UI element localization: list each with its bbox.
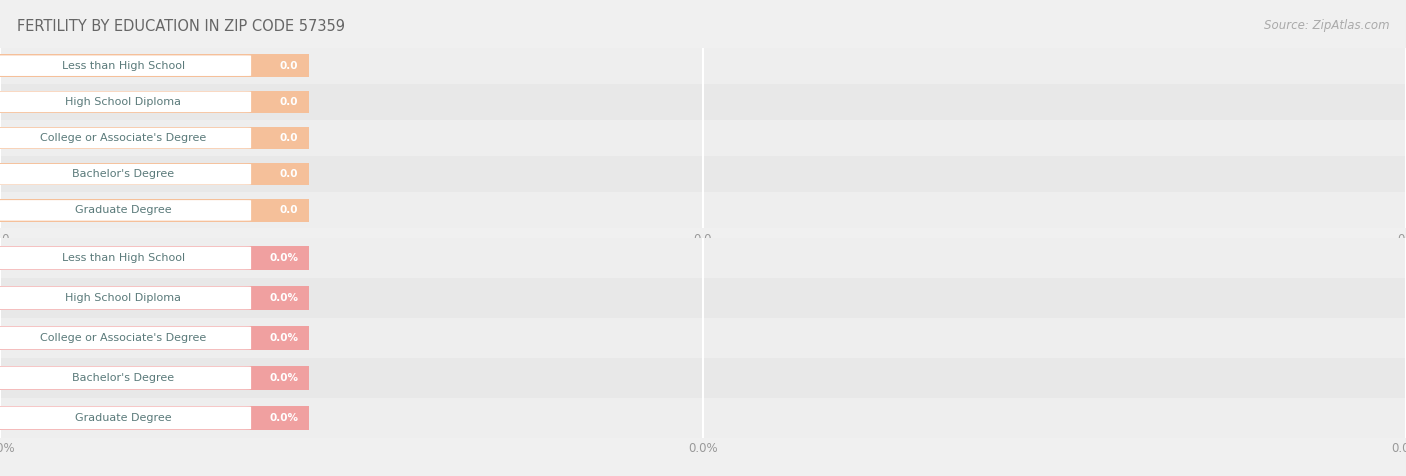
FancyBboxPatch shape bbox=[0, 164, 252, 185]
Text: College or Associate's Degree: College or Associate's Degree bbox=[41, 333, 207, 343]
FancyBboxPatch shape bbox=[0, 91, 252, 112]
Bar bbox=[0, 90, 309, 113]
Bar bbox=[0, 278, 1406, 318]
Text: High School Diploma: High School Diploma bbox=[66, 293, 181, 303]
FancyBboxPatch shape bbox=[0, 55, 252, 76]
Bar bbox=[0, 326, 309, 350]
Text: High School Diploma: High School Diploma bbox=[66, 97, 181, 107]
Text: Graduate Degree: Graduate Degree bbox=[75, 205, 172, 216]
Bar bbox=[0, 366, 309, 390]
Bar bbox=[0, 238, 1406, 278]
FancyBboxPatch shape bbox=[0, 327, 252, 349]
Bar bbox=[0, 54, 309, 77]
Bar bbox=[0, 127, 309, 149]
Bar bbox=[0, 192, 1406, 228]
Bar bbox=[0, 84, 1406, 120]
Bar bbox=[0, 246, 309, 270]
FancyBboxPatch shape bbox=[0, 247, 252, 269]
Text: 0.0: 0.0 bbox=[280, 97, 298, 107]
Text: Less than High School: Less than High School bbox=[62, 253, 186, 263]
Text: 0.0: 0.0 bbox=[280, 205, 298, 216]
Bar bbox=[0, 286, 309, 310]
FancyBboxPatch shape bbox=[0, 407, 252, 429]
FancyBboxPatch shape bbox=[0, 367, 252, 389]
Bar bbox=[0, 406, 309, 430]
Bar bbox=[0, 199, 309, 222]
Bar bbox=[0, 120, 1406, 156]
Bar bbox=[0, 398, 1406, 438]
Bar bbox=[0, 358, 1406, 398]
Text: 0.0%: 0.0% bbox=[269, 253, 298, 263]
FancyBboxPatch shape bbox=[0, 200, 252, 221]
Text: 0.0: 0.0 bbox=[280, 60, 298, 71]
Text: Bachelor's Degree: Bachelor's Degree bbox=[72, 169, 174, 179]
Text: 0.0%: 0.0% bbox=[269, 373, 298, 383]
Text: 0.0%: 0.0% bbox=[269, 293, 298, 303]
Text: 0.0: 0.0 bbox=[280, 169, 298, 179]
Bar bbox=[0, 48, 1406, 84]
Bar bbox=[0, 318, 1406, 358]
Text: Source: ZipAtlas.com: Source: ZipAtlas.com bbox=[1264, 19, 1389, 32]
Text: 0.0%: 0.0% bbox=[269, 333, 298, 343]
Text: Bachelor's Degree: Bachelor's Degree bbox=[72, 373, 174, 383]
Text: Graduate Degree: Graduate Degree bbox=[75, 413, 172, 423]
FancyBboxPatch shape bbox=[0, 287, 252, 309]
Text: Less than High School: Less than High School bbox=[62, 60, 186, 71]
Text: 0.0%: 0.0% bbox=[269, 413, 298, 423]
Text: College or Associate's Degree: College or Associate's Degree bbox=[41, 133, 207, 143]
FancyBboxPatch shape bbox=[0, 128, 252, 149]
Bar bbox=[0, 156, 1406, 192]
Bar bbox=[0, 163, 309, 186]
Text: FERTILITY BY EDUCATION IN ZIP CODE 57359: FERTILITY BY EDUCATION IN ZIP CODE 57359 bbox=[17, 19, 344, 34]
Text: 0.0: 0.0 bbox=[280, 133, 298, 143]
